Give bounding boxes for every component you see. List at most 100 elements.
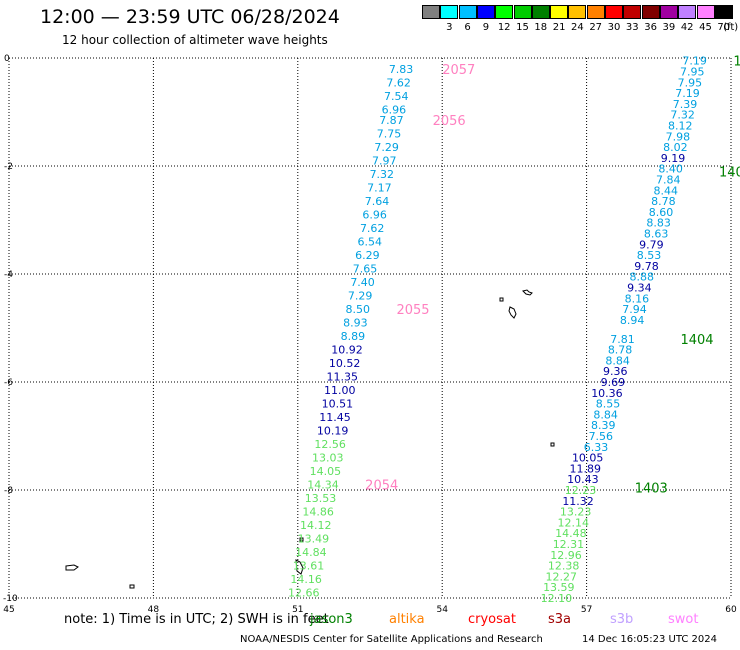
- scale-label: 18: [534, 22, 548, 33]
- wave-height-value: 7.83: [389, 63, 414, 76]
- wave-height-value: 7.54: [384, 90, 409, 103]
- scale-label: 36: [644, 22, 657, 33]
- wave-height-value: 8.84: [605, 354, 630, 367]
- wave-height-value: 7.95: [678, 76, 703, 89]
- scale-swatch: [641, 5, 660, 19]
- page-title: 12:00 — 23:59 UTC 06/28/2024: [40, 6, 340, 28]
- wave-height-value: 13.61: [293, 560, 325, 573]
- wave-height-value: 7.39: [673, 98, 698, 111]
- wave-height-value: 12.14: [558, 516, 590, 529]
- wave-height-value: 14.86: [302, 506, 334, 519]
- scale-swatch: [605, 5, 623, 19]
- scale-swatch: [495, 5, 514, 19]
- wave-height-value: 8.94: [620, 314, 645, 327]
- island-outline: [550, 442, 555, 447]
- wave-height-value: 7.65: [353, 263, 378, 276]
- wave-height-value: 13.03: [312, 452, 344, 465]
- scale-label: 42: [680, 22, 694, 33]
- island-outline: [299, 537, 304, 542]
- y-tick-label: 0: [4, 54, 10, 64]
- wave-height-value: 8.78: [651, 195, 676, 208]
- wave-height-value: 10.43: [567, 473, 599, 486]
- wave-height-value: 14.12: [300, 519, 332, 532]
- wave-height-value: 10.92: [331, 344, 363, 357]
- wave-height-value: 7.40: [350, 276, 375, 289]
- wave-height-value: 8.55: [596, 398, 621, 411]
- wave-height-value: 7.94: [622, 303, 647, 316]
- scale-swatch: [714, 5, 733, 19]
- scale-label: 70: [717, 22, 731, 33]
- y-tick-label: -6: [4, 378, 13, 388]
- wave-height-value: 10.51: [322, 398, 354, 411]
- scale-label: 27: [589, 22, 603, 33]
- scale-swatch: [422, 5, 440, 19]
- wave-height-value: 12.96: [550, 549, 582, 562]
- wave-height-value: 6.54: [358, 236, 383, 249]
- wave-height-value: 7.32: [670, 109, 695, 122]
- wave-height-value: 12.23: [565, 484, 597, 497]
- scale-label: 30: [607, 22, 621, 33]
- wave-height-value: 7.56: [589, 430, 614, 443]
- scale-label: 24: [571, 22, 584, 33]
- wave-height-value: 7.64: [365, 195, 390, 208]
- scale-label: 6: [464, 22, 471, 33]
- scale-label: 12: [497, 22, 511, 33]
- wave-height-value: 9.69: [601, 376, 626, 389]
- y-tick-label: -4: [4, 270, 13, 280]
- satellite-legend-item: s3b: [610, 612, 634, 627]
- scale-swatch: [659, 5, 678, 19]
- scale-swatch: [550, 5, 569, 19]
- scale-swatch: [568, 5, 587, 19]
- wave-height-value: 11.32: [562, 495, 594, 508]
- wave-height-value: 8.60: [649, 206, 674, 219]
- scale-unit: (ft): [723, 22, 739, 33]
- wave-height-value: 6.96: [382, 103, 407, 116]
- wave-height-value: 13.23: [560, 506, 592, 519]
- pass-number-label: 2056: [433, 114, 466, 129]
- pass-number-label: 140: [733, 55, 740, 70]
- wave-height-value: 7.29: [374, 141, 399, 154]
- scale-label: 15: [516, 22, 529, 33]
- wave-height-value: 6.96: [362, 209, 387, 222]
- wave-height-value: 14.05: [310, 465, 342, 478]
- wave-height-value: 7.75: [377, 128, 402, 141]
- wave-height-value: 12.38: [548, 560, 580, 573]
- wave-height-value: 12.27: [545, 570, 577, 583]
- pass-number-label: 2055: [396, 303, 429, 318]
- wave-height-value: 8.93: [343, 317, 368, 330]
- wave-height-value: 8.02: [663, 141, 688, 154]
- wave-height-value: 9.78: [634, 260, 659, 273]
- x-tick-label: 45: [3, 605, 14, 615]
- wave-height-value: 11.45: [319, 411, 351, 424]
- y-tick-label: -10: [3, 594, 18, 604]
- satellite-legend-item: s3a: [548, 612, 572, 627]
- wave-height-value: 9.36: [603, 365, 628, 378]
- wave-height-value: 8.44: [654, 184, 679, 197]
- generated-timestamp: 14 Dec 16:05:23 UTC 2024: [582, 634, 717, 645]
- wave-height-value: 6.33: [584, 441, 609, 454]
- island-outline: [295, 559, 304, 575]
- footer-note: note: 1) Time is in UTC; 2) SWH is in fe…: [64, 612, 329, 627]
- wave-height-value: 13.49: [298, 533, 330, 546]
- wave-height-value: 7.95: [680, 66, 705, 79]
- y-tick-label: -8: [4, 486, 13, 496]
- wave-height-value: 10.19: [317, 425, 349, 438]
- wave-height-value: 8.84: [593, 408, 618, 421]
- wave-height-value: 12.10: [541, 592, 573, 605]
- scale-swatch: [513, 5, 532, 19]
- scale-swatch: [586, 5, 605, 19]
- scale-swatch: [458, 5, 477, 19]
- satellite-legend-item: jason3: [310, 612, 353, 627]
- satellite-legend-item: swot: [668, 612, 699, 627]
- wave-height-value: 7.97: [372, 155, 397, 168]
- wave-height-value: 13.59: [543, 581, 575, 594]
- scale-swatch: [696, 5, 715, 19]
- wave-height-value: 8.39: [591, 419, 616, 432]
- wave-height-value: 9.79: [639, 238, 664, 251]
- wave-height-value: 8.78: [608, 344, 633, 357]
- island-outline: [499, 297, 504, 302]
- pass-number-label: 1404: [680, 333, 713, 348]
- island-outline: [65, 564, 79, 571]
- wave-height-value: 8.40: [658, 163, 683, 176]
- credit-text: NOAA/NESDIS Center for Satellite Applica…: [240, 634, 543, 645]
